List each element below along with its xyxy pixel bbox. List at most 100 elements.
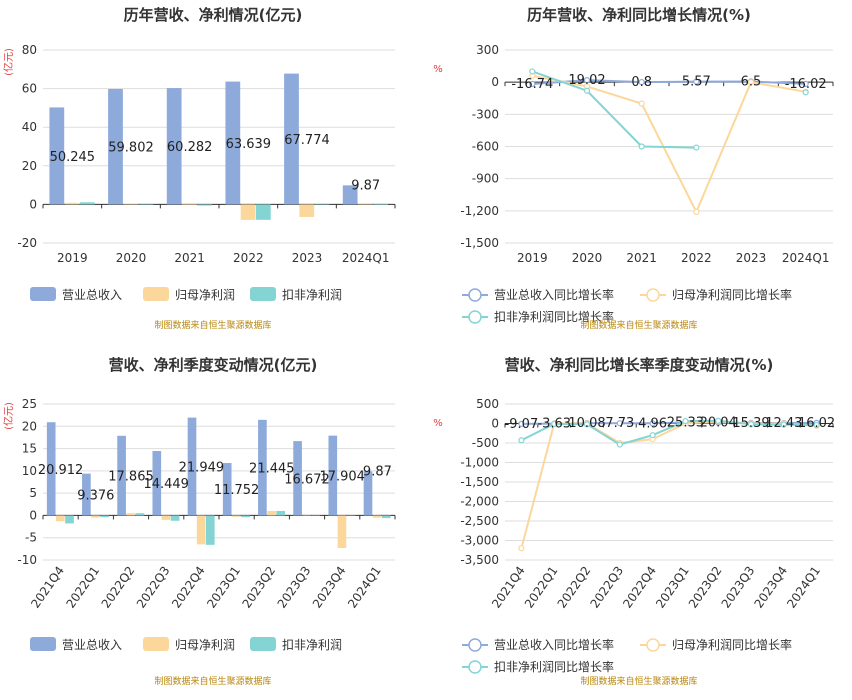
- x-tick-label: 2023Q4: [310, 564, 349, 611]
- legend-label: 营业总收入同比增长率: [494, 637, 614, 652]
- quarterly-growth-rate-chart: 营收、净利同比增长率季度变动情况(%)% 500 0 -500 -1,000 -1,500…: [426, 350, 852, 700]
- x-tick-label: 2022Q4: [169, 564, 208, 611]
- legend-marker: [468, 288, 482, 302]
- line-point: [780, 421, 787, 428]
- bar-data-label: 9.87: [351, 178, 380, 193]
- y-tick-label: -20: [17, 236, 37, 250]
- bar-data-label: 60.282: [167, 140, 213, 155]
- bar-data-label: 14.449: [143, 477, 189, 492]
- bar-deducted-profit: [197, 204, 213, 206]
- bar-deducted-profit: [100, 515, 110, 518]
- line-point: [649, 432, 656, 439]
- line-point: [747, 79, 755, 86]
- bar-data-label: 21.949: [179, 461, 225, 476]
- line-data-label: 7.73: [605, 416, 634, 431]
- bar-net-profit: [337, 515, 347, 548]
- x-tick-label: 2023Q3: [275, 564, 314, 611]
- chart-title: 历年营收、净利情况(亿元): [124, 6, 303, 24]
- bar-deducted-profit: [65, 515, 74, 524]
- line-point: [518, 545, 525, 552]
- bar-deducted-profit: [138, 203, 154, 205]
- x-tick-label: 2020: [116, 251, 147, 265]
- line-data-label: -16.74: [511, 77, 553, 92]
- bar-revenue: [46, 422, 56, 516]
- line-data-label: 16.02: [798, 416, 835, 431]
- bar-data-label: 50.245: [50, 150, 96, 165]
- line-point: [693, 78, 700, 85]
- bar-deducted-profit: [276, 510, 286, 516]
- x-tick-label: 2020: [572, 251, 603, 265]
- bar-deducted-profit: [311, 515, 321, 516]
- bar-revenue: [152, 451, 162, 516]
- bar-revenue: [108, 88, 123, 205]
- line-revenue-growth: [532, 79, 806, 85]
- line-point: [802, 89, 809, 96]
- legend-marker: [468, 310, 482, 324]
- bar-deducted-profit: [381, 515, 391, 519]
- bar-data-label: 17.904: [319, 470, 365, 485]
- bar-deducted-profit: [170, 515, 180, 521]
- legend-label: 营业总收入同比增长率: [494, 287, 614, 302]
- y-tick-label: -1,000: [460, 456, 499, 470]
- x-tick-label: 2021Q4: [28, 564, 67, 611]
- line-point: [682, 418, 689, 425]
- legend-label: 扣非净利润: [282, 638, 342, 652]
- y-tick-label: 500: [476, 397, 499, 411]
- y-tick-label: 15: [22, 442, 37, 456]
- line-point: [813, 421, 820, 429]
- x-tick-label: 2022: [681, 251, 712, 265]
- chart-title: 历年营收、净利同比增长情况(%): [527, 6, 751, 24]
- y-tick-label: 80: [22, 43, 37, 57]
- bar-data-label: 63.639: [226, 137, 272, 152]
- y-unit-label: %: [433, 64, 443, 75]
- line-point: [638, 100, 645, 107]
- y-tick-label: 0: [491, 75, 499, 89]
- line-data-label: 25.33: [667, 416, 704, 431]
- bar-data-label: 21.445: [249, 462, 295, 477]
- bar-data-label: 16.672: [284, 472, 330, 487]
- line-point: [518, 437, 525, 444]
- y-tick-label: -600: [472, 140, 499, 154]
- x-tick-label: 2022Q2: [99, 564, 138, 611]
- x-tick-label: 2023Q1: [204, 564, 243, 611]
- chart-title: 营收、净利季度变动情况(亿元): [109, 356, 318, 374]
- line-data-label: 10.08: [568, 416, 605, 431]
- bar-revenue: [363, 471, 373, 516]
- line-point: [583, 87, 591, 94]
- y-tick-label: -3,000: [460, 534, 499, 548]
- x-tick-label: 2019: [57, 251, 88, 265]
- y-tick-label: 20: [22, 419, 37, 433]
- bar-data-label: 9.376: [77, 489, 114, 504]
- y-tick-label: -2,000: [460, 495, 499, 509]
- y-tick-label: 60: [22, 82, 37, 96]
- annual-revenue-profit-chart: 历年营收、净利情况(亿元) (亿元) 80 60 40 20 0 -20 2019 2020 202…: [0, 0, 426, 350]
- legend-label: 归母净利润同比增长率: [672, 637, 792, 652]
- source-note: 制图数据来自恒生聚源数据库: [154, 319, 271, 331]
- bar-revenue: [328, 435, 338, 516]
- bar-net-profit: [372, 515, 382, 518]
- legend-marker: [468, 660, 482, 674]
- bar-data-label: 9.87: [363, 464, 392, 479]
- x-tick-label: 2021: [174, 251, 205, 265]
- bar-net-profit: [123, 203, 139, 205]
- y-tick-label: -5: [25, 531, 37, 545]
- legend-marker: [646, 638, 660, 652]
- bar-revenue: [225, 81, 241, 205]
- line-point: [802, 80, 809, 87]
- y-tick-label: -300: [472, 107, 499, 121]
- y-tick-label: 0: [491, 417, 499, 431]
- bar-data-label: 67.774: [284, 133, 330, 148]
- legend-label: 扣非净利润: [282, 288, 342, 302]
- bar-revenue: [293, 441, 302, 516]
- bar-deducted-profit: [346, 515, 356, 516]
- bar-deducted-profit: [135, 513, 145, 516]
- legend-swatch: [250, 637, 276, 651]
- legend-swatch: [30, 637, 56, 651]
- y-tick-label: 10: [22, 464, 37, 478]
- bar-revenue: [166, 88, 182, 205]
- x-tick-label: 2022Q3: [134, 564, 173, 611]
- line-data-label: -3.63: [537, 417, 571, 432]
- line-data-label: 4.96: [638, 416, 667, 431]
- y-tick-label: -10: [17, 553, 37, 567]
- legend-label: 归母净利润: [175, 638, 235, 652]
